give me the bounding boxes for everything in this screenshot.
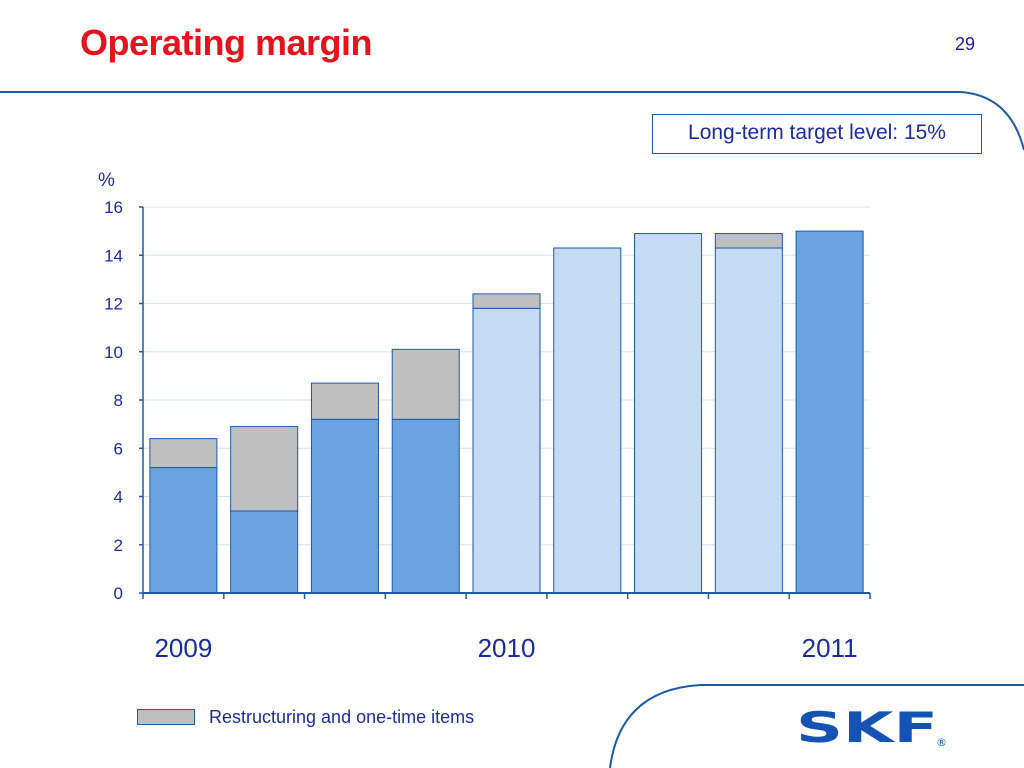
bar-restructuring — [472, 293, 541, 309]
y-tick-label: 0 — [114, 584, 123, 603]
legend-swatch-restructuring — [137, 709, 195, 725]
bar-restructuring — [310, 382, 379, 420]
bars — [149, 230, 864, 594]
bar-restructuring — [230, 426, 299, 512]
bar-operating-margin — [634, 233, 703, 594]
skf-logo: SKF ® — [796, 708, 947, 748]
y-tick-label: 12 — [104, 295, 123, 314]
bar-operating-margin — [310, 418, 379, 594]
year-label: 2010 — [478, 633, 536, 663]
bar-restructuring — [714, 233, 783, 249]
legend: Restructuring and one-time items — [137, 707, 474, 727]
page-number: 29 — [955, 34, 976, 54]
target-level-box: Long-term target level: 15% — [652, 114, 982, 154]
legend-label-restructuring: Restructuring and one-time items — [209, 706, 475, 727]
bar-operating-margin — [714, 247, 783, 594]
bar-operating-margin — [230, 510, 299, 594]
registered-mark: ® — [936, 736, 947, 748]
frame-bottom-line — [609, 684, 1024, 768]
year-label: 2011 — [802, 633, 858, 663]
y-tick-label: 16 — [104, 198, 123, 217]
y-tick-label: 8 — [114, 391, 123, 410]
bar-operating-margin — [391, 418, 460, 594]
bar-operating-margin — [472, 307, 541, 594]
year-label: 2009 — [154, 633, 212, 663]
axis-labels: 0 2 4 6 8 10 12 14 16 2009 2010 2011 — [104, 198, 857, 663]
y-axis-unit-label: % — [98, 170, 115, 191]
frame-top-line — [0, 91, 1024, 151]
y-tick-label: 6 — [114, 439, 123, 458]
bar-restructuring — [149, 438, 218, 469]
axes — [139, 206, 871, 599]
bar-operating-margin — [795, 230, 864, 594]
page-title: Operating margin — [80, 22, 373, 63]
y-tick-label: 10 — [104, 343, 123, 362]
bar-operating-margin — [149, 467, 218, 594]
skf-logo-text: SKF — [796, 708, 938, 748]
y-tick-label: 14 — [104, 246, 123, 265]
y-tick-label: 2 — [114, 536, 123, 555]
bar-operating-margin — [553, 247, 622, 594]
bar-restructuring — [391, 348, 460, 420]
y-tick-label: 4 — [114, 488, 123, 507]
